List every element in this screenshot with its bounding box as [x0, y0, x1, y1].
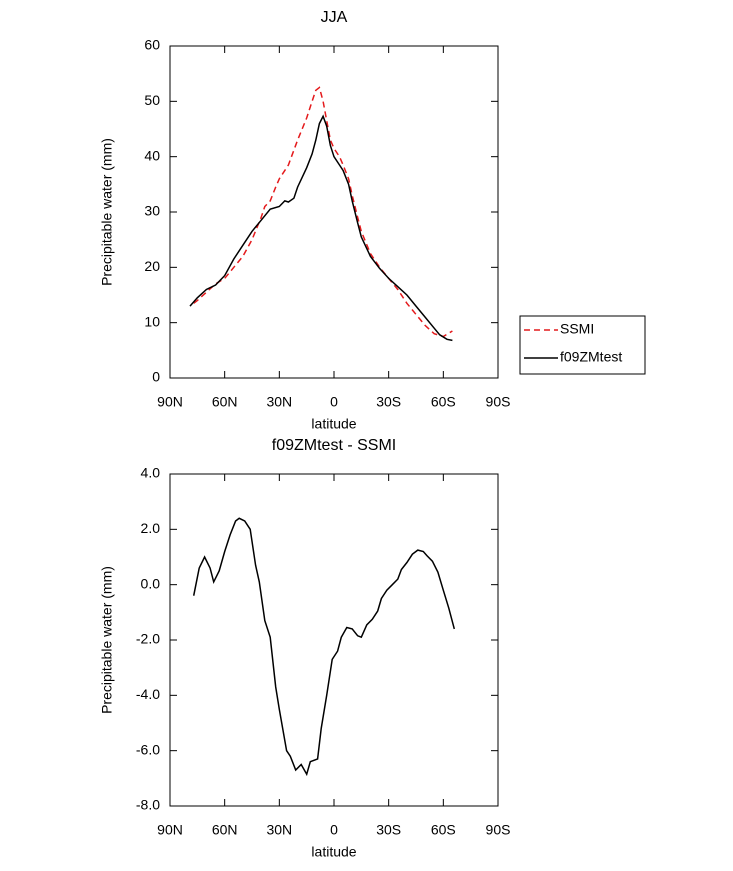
x-tick-label: 90S: [486, 822, 511, 838]
x-tick-label: 60S: [431, 822, 456, 838]
x-tick-label: 30N: [266, 394, 292, 410]
x-tick-label: 60N: [212, 394, 238, 410]
y-tick-label: 10: [144, 313, 160, 329]
y-axis-label: Precipitable water (mm): [99, 566, 115, 714]
chart-title: f09ZMtest - SSMI: [272, 437, 396, 454]
y-tick-label: 50: [144, 92, 160, 108]
x-tick-label: 90N: [157, 822, 183, 838]
y-tick-label: -6.0: [136, 741, 160, 757]
y-tick-label: 60: [144, 37, 160, 53]
data-line: [192, 517, 456, 777]
y-tick-label: 40: [144, 147, 160, 163]
x-tick-label: 30S: [376, 394, 401, 410]
x-axis-label: latitude: [311, 416, 356, 432]
y-tick-label: 30: [144, 203, 160, 219]
y-tick-label: -2.0: [136, 631, 160, 647]
y-axis-label: Precipitable water (mm): [99, 138, 115, 286]
y-tick-label: 20: [144, 258, 160, 274]
y-tick-label: 2.0: [141, 520, 161, 536]
x-tick-label: 90N: [157, 394, 183, 410]
y-tick-label: 0.0: [141, 575, 161, 591]
data-line: [193, 86, 453, 338]
x-tick-label: 0: [330, 822, 338, 838]
legend-label: f09ZMtest: [560, 349, 622, 365]
y-tick-label: 4.0: [141, 465, 161, 481]
y-tick-label: -8.0: [136, 797, 160, 813]
x-tick-label: 0: [330, 394, 338, 410]
plot-frame: [169, 473, 499, 807]
x-tick-label: 30N: [266, 822, 292, 838]
data-line: [189, 114, 453, 342]
legend-box: [519, 315, 646, 375]
x-tick-label: 90S: [486, 394, 511, 410]
x-tick-label: 60N: [212, 822, 238, 838]
y-tick-label: -4.0: [136, 686, 160, 702]
y-tick-label: 0: [152, 369, 160, 385]
legend-label: SSMI: [560, 321, 594, 337]
x-tick-label: 30S: [376, 822, 401, 838]
x-tick-label: 60S: [431, 394, 456, 410]
chart-title: JJA: [321, 9, 348, 26]
x-axis-label: latitude: [311, 844, 356, 860]
plot-frame: [169, 45, 499, 379]
